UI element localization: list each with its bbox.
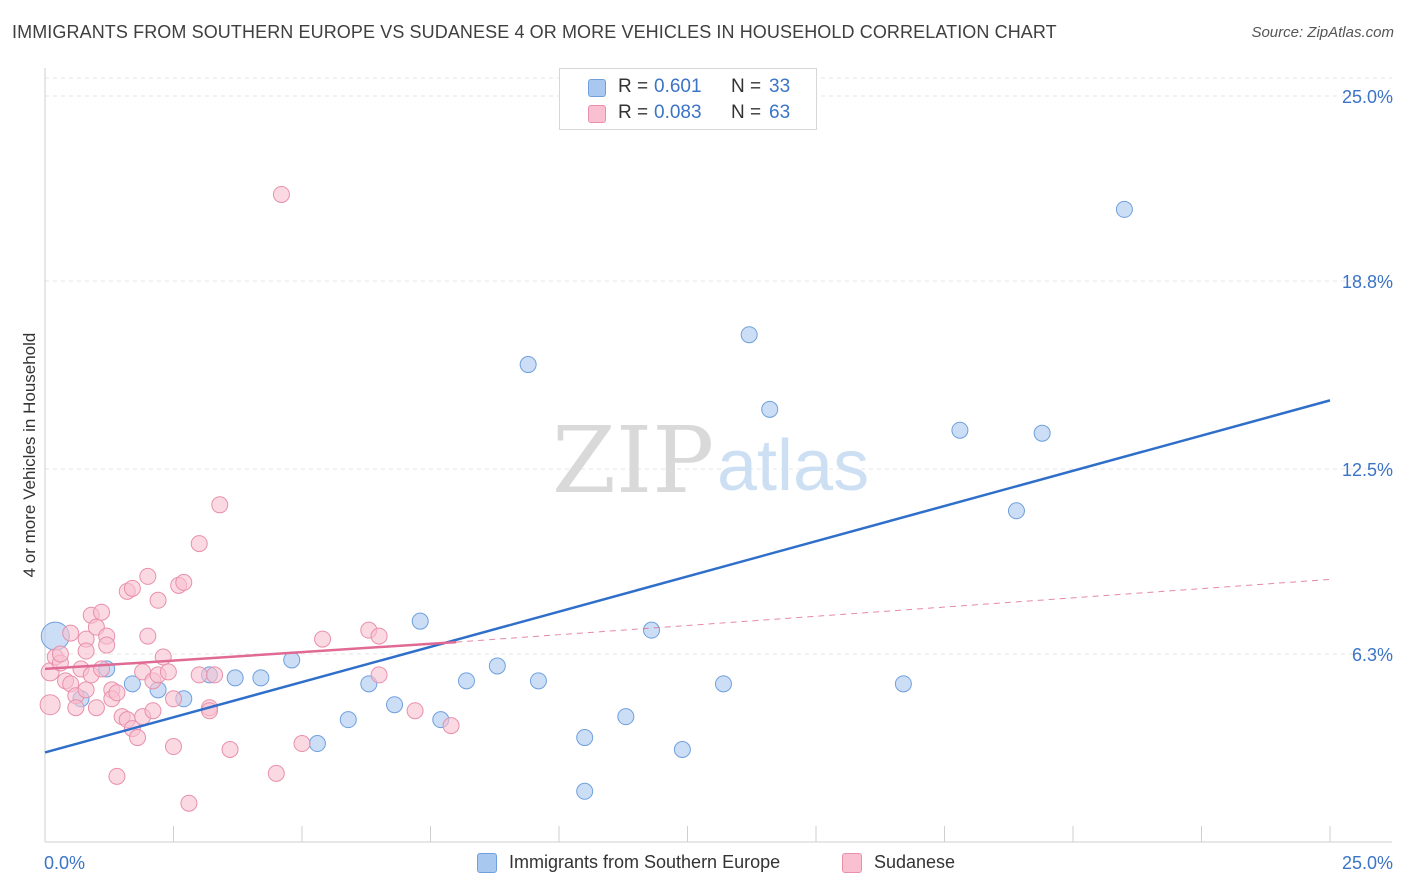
y-axis-label: 4 or more Vehicles in Household — [20, 332, 39, 578]
y-tick-label-1: 18.8% — [1342, 272, 1393, 292]
data-point-0-20 — [576, 729, 594, 747]
data-point-1-50 — [206, 666, 224, 684]
data-point-1-12 — [77, 642, 95, 660]
n-label: N = — [731, 102, 762, 123]
source-text: Source: ZipAtlas.com — [1251, 24, 1394, 41]
data-point-0-11 — [339, 711, 357, 729]
tick-labels: 25.0% 18.8% 12.5% 6.3% 0.0% 25.0% — [44, 87, 1393, 873]
data-point-1-22 — [108, 684, 126, 702]
x-tick-label-1: 25.0% — [1342, 853, 1393, 873]
data-point-0-32 — [1115, 200, 1133, 218]
r-value: 0.083 — [654, 102, 702, 123]
data-point-1-61 — [51, 645, 69, 663]
data-point-0-28 — [894, 675, 912, 693]
n-label: N = — [731, 76, 762, 97]
data-point-1-33 — [139, 627, 157, 645]
data-point-0-23 — [643, 621, 661, 639]
data-point-1-11 — [77, 681, 95, 699]
data-point-1-57 — [370, 666, 388, 684]
data-point-1-53 — [293, 735, 311, 753]
data-point-0-8 — [252, 669, 270, 687]
data-point-0-30 — [1007, 502, 1025, 520]
data-point-1-27 — [123, 579, 141, 597]
legend-swatch-sudanese — [588, 105, 606, 123]
data-point-1-23 — [108, 767, 126, 785]
data-point-1-16 — [87, 699, 105, 717]
data-point-0-27 — [761, 400, 779, 418]
data-point-1-32 — [139, 567, 157, 585]
legend-label-southern-europe: Immigrants from Southern Europe — [509, 852, 781, 872]
legend-label-sudanese: Sudanese — [874, 852, 956, 872]
trend-line-sudanese-extension — [456, 578, 1331, 643]
y-tick-label-2: 12.5% — [1342, 460, 1393, 480]
n-value: 33 — [769, 76, 791, 97]
data-point-1-54 — [314, 630, 332, 648]
data-point-1-52 — [267, 764, 285, 782]
data-point-0-26 — [740, 326, 758, 344]
data-point-1-56 — [370, 627, 388, 645]
watermark-zip: ZIP — [552, 407, 714, 514]
data-point-0-7 — [226, 669, 244, 687]
data-point-1-59 — [442, 717, 460, 735]
data-point-1-51 — [272, 185, 290, 203]
data-point-1-34 — [144, 702, 162, 720]
data-point-1-43 — [180, 794, 198, 812]
source-note: Source: ZipAtlas.com — [1251, 24, 1394, 41]
n-value: 63 — [769, 102, 791, 123]
data-point-0-21 — [576, 782, 594, 800]
legend-swatch-southern-europe — [477, 853, 497, 873]
data-point-1-39 — [165, 690, 182, 708]
data-point-0-22 — [617, 708, 635, 726]
r-value: 0.601 — [654, 76, 702, 97]
data-point-1-58 — [406, 702, 424, 720]
data-point-1-40 — [165, 738, 182, 756]
data-point-1-49 — [221, 740, 239, 758]
data-point-0-18 — [519, 356, 537, 374]
r-label: R = — [618, 76, 649, 97]
data-point-1-19 — [98, 636, 116, 654]
chart-title: IMMIGRANTS FROM SOUTHERN EUROPE VS SUDAN… — [12, 22, 1057, 42]
trend-line-sudanese — [44, 640, 457, 671]
data-point-1-29 — [129, 729, 147, 747]
r-label: R = — [618, 102, 649, 123]
legend-swatch-sudanese — [842, 853, 862, 873]
data-point-0-3 — [123, 675, 141, 693]
data-point-1-42 — [175, 573, 193, 591]
data-point-1-60 — [93, 660, 111, 678]
data-point-0-10 — [308, 735, 326, 753]
data-point-0-17 — [488, 657, 506, 675]
data-point-0-29 — [951, 421, 969, 439]
legend-swatch-southern-europe — [588, 79, 606, 97]
series-sudanese-points — [39, 185, 460, 812]
data-point-1-17 — [93, 603, 111, 621]
data-point-1-45 — [190, 666, 208, 684]
data-point-1-48 — [211, 496, 229, 514]
data-point-0-13 — [386, 696, 404, 714]
data-point-0-31 — [1033, 424, 1051, 442]
x-tick-label-0: 0.0% — [44, 853, 85, 873]
data-point-0-16 — [457, 672, 475, 690]
data-point-0-19 — [529, 672, 547, 690]
stats-legend: R = 0.601 N = 33 R = 0.083 N = 63 — [559, 68, 817, 130]
data-point-1-44 — [190, 535, 208, 553]
data-point-0-24 — [673, 740, 691, 758]
data-point-1-37 — [149, 591, 167, 609]
data-point-1-6 — [62, 624, 80, 642]
watermark: ZIP atlas — [552, 407, 869, 514]
watermark-atlas: atlas — [717, 426, 869, 506]
trend-lines — [44, 399, 1331, 754]
data-point-1-38 — [159, 663, 177, 681]
data-point-1-8 — [67, 699, 85, 717]
y-tick-label-0: 25.0% — [1342, 87, 1393, 107]
trend-line-southern-europe — [44, 399, 1331, 754]
data-point-0-25 — [714, 675, 732, 693]
y-tick-label-3: 6.3% — [1352, 645, 1393, 665]
data-point-1-0 — [39, 694, 61, 716]
data-point-0-14 — [411, 612, 429, 630]
